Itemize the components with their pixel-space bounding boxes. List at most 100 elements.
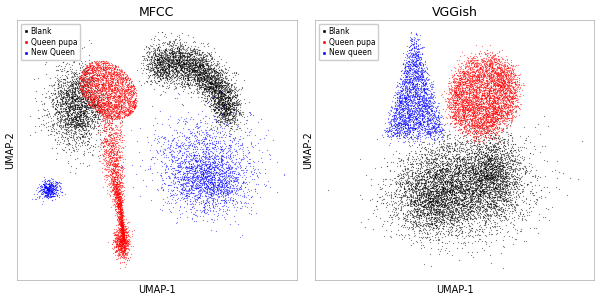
Point [219, 182, 229, 187]
Point [452, 73, 462, 78]
Point [433, 200, 443, 205]
Point [186, 158, 196, 163]
Point [193, 76, 203, 80]
Point [184, 72, 194, 77]
Point [89, 75, 98, 80]
Point [116, 214, 126, 219]
Point [209, 89, 218, 94]
Point [114, 199, 124, 204]
Point [413, 210, 423, 215]
Point [510, 159, 520, 163]
Point [481, 114, 491, 119]
Point [118, 75, 127, 79]
Point [447, 114, 457, 119]
Point [471, 188, 481, 192]
Point [128, 91, 138, 96]
Point [86, 71, 95, 76]
Point [487, 127, 497, 132]
Point [508, 181, 517, 186]
Point [146, 57, 155, 61]
Point [389, 169, 398, 174]
Point [111, 71, 121, 76]
Point [491, 57, 500, 61]
Point [101, 76, 110, 80]
Point [49, 185, 58, 190]
Point [98, 86, 107, 91]
Point [47, 179, 56, 184]
Point [215, 179, 225, 184]
Point [109, 106, 118, 111]
Point [404, 80, 413, 85]
Point [179, 81, 189, 86]
Point [79, 103, 89, 107]
Point [79, 90, 89, 95]
Point [182, 46, 191, 51]
Point [488, 172, 498, 176]
Point [168, 58, 178, 63]
Point [190, 71, 200, 76]
Point [203, 61, 213, 65]
Point [194, 142, 204, 147]
Point [110, 81, 119, 86]
Point [498, 209, 508, 214]
Point [503, 71, 513, 76]
Point [404, 77, 414, 82]
Point [122, 88, 131, 92]
Point [494, 116, 503, 120]
Point [464, 119, 473, 124]
Point [463, 188, 473, 193]
Point [488, 180, 497, 185]
Point [434, 218, 444, 223]
Point [107, 81, 116, 86]
Point [426, 200, 436, 205]
Point [230, 169, 240, 174]
Point [112, 233, 121, 238]
Point [529, 192, 539, 197]
Point [228, 198, 238, 203]
Point [79, 110, 88, 115]
Point [171, 72, 181, 77]
Point [487, 59, 496, 64]
Point [399, 139, 409, 144]
Point [129, 104, 139, 109]
Point [405, 65, 415, 70]
Point [456, 92, 466, 97]
Point [182, 51, 192, 55]
Point [108, 182, 118, 187]
Point [173, 61, 182, 66]
Point [515, 84, 525, 89]
Point [433, 122, 443, 126]
Point [199, 63, 208, 68]
Point [35, 188, 45, 192]
Point [116, 239, 125, 244]
Point [499, 95, 508, 100]
Point [389, 114, 399, 119]
Point [107, 82, 116, 87]
Point [463, 60, 473, 65]
Point [490, 102, 500, 107]
Point [429, 112, 439, 117]
Point [425, 174, 435, 178]
Point [114, 137, 124, 142]
Point [407, 99, 416, 104]
Point [448, 209, 457, 213]
Point [229, 103, 239, 107]
Point [158, 70, 167, 75]
Point [176, 54, 186, 59]
Point [74, 75, 84, 80]
Point [482, 131, 492, 135]
Point [44, 186, 54, 191]
Point [110, 164, 120, 169]
Point [71, 57, 81, 62]
Point [494, 136, 504, 141]
Point [404, 53, 414, 58]
Point [97, 90, 106, 95]
Point [196, 187, 205, 192]
Point [518, 200, 527, 204]
Point [484, 95, 494, 100]
Point [395, 95, 404, 100]
Point [450, 107, 460, 111]
Point [119, 70, 129, 75]
Point [89, 80, 98, 85]
Point [413, 73, 423, 78]
